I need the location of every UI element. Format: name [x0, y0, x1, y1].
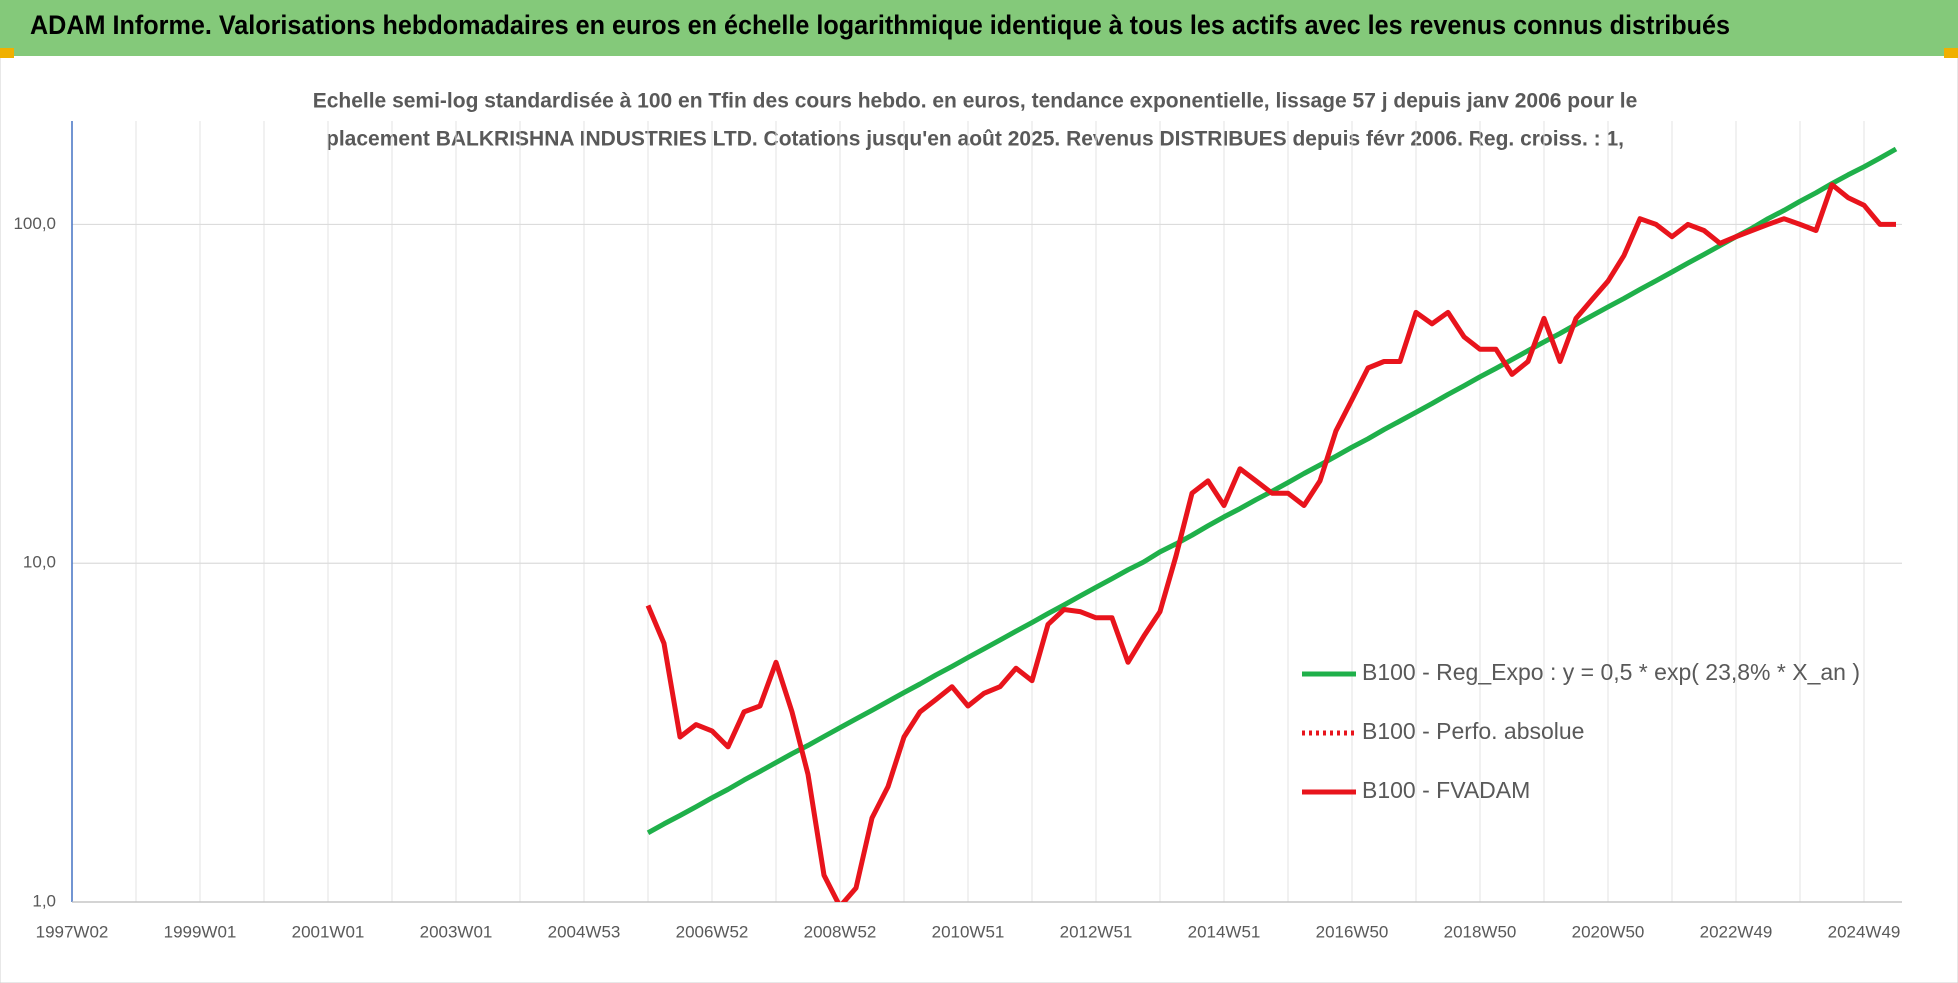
- x-tick-label: 2014W51: [1188, 922, 1261, 941]
- legend-label: B100 - FVADAM: [1362, 777, 1530, 803]
- y-tick-label: 100,0: [13, 214, 56, 233]
- x-tick-label: 2020W50: [1572, 922, 1645, 941]
- series-line: [645, 182, 1896, 902]
- plot-area: [645, 146, 1898, 902]
- legend-label: B100 - Perfo. absolue: [1362, 718, 1584, 744]
- chart-subtitle: Echelle semi-log standardisée à 100 en T…: [313, 90, 1638, 113]
- x-tick-label: 1997W02: [36, 922, 109, 941]
- x-tick-label: 2010W51: [932, 922, 1005, 941]
- x-tick-label: 2022W49: [1700, 922, 1773, 941]
- x-tick-label: 2003W01: [420, 922, 493, 941]
- x-tick-label: 2018W50: [1444, 922, 1517, 941]
- x-tick-label: 2006W52: [676, 922, 749, 941]
- x-tick-label: 2024W49: [1828, 922, 1901, 941]
- chart-subtitle: placement BALKRISHNA INDUSTRIES LTD. Cot…: [326, 128, 1624, 151]
- x-tick-label: 2016W50: [1316, 922, 1389, 941]
- x-tick-label: 1999W01: [164, 922, 237, 941]
- header-bar: [0, 0, 1958, 56]
- header-title: ADAM Informe. Valorisations hebdomadaire…: [30, 10, 1730, 40]
- x-tick-label: 2004W53: [548, 922, 621, 941]
- x-tick-label: 2001W01: [292, 922, 365, 941]
- y-tick-label: 1,0: [32, 891, 56, 910]
- corner: [0, 48, 14, 58]
- corner: [1944, 48, 1958, 58]
- legend-label: B100 - Reg_Expo : y = 0,5 * exp( 23,8% *…: [1362, 659, 1860, 685]
- x-tick-label: 2012W51: [1060, 922, 1133, 941]
- x-tick-label: 2008W52: [804, 922, 877, 941]
- y-tick-label: 10,0: [23, 553, 56, 572]
